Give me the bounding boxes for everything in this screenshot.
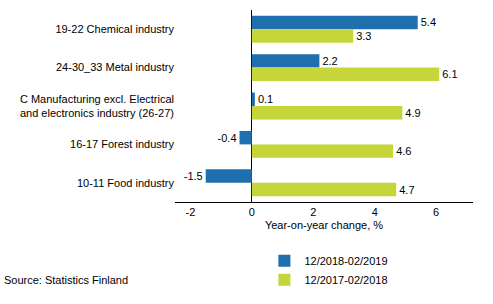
svg-text:0.1: 0.1 — [258, 93, 273, 105]
svg-text:Year-on-year change, %: Year-on-year change, % — [265, 219, 383, 231]
svg-text:12/2018-02/2019: 12/2018-02/2019 — [304, 255, 387, 267]
svg-text:10-11 Food industry: 10-11 Food industry — [77, 177, 175, 189]
svg-text:4.7: 4.7 — [399, 184, 414, 196]
svg-text:-0.4: -0.4 — [218, 132, 237, 144]
svg-text:4: 4 — [372, 206, 378, 218]
svg-text:24-30_33 Metal industry: 24-30_33 Metal industry — [56, 61, 175, 73]
svg-text:2.2: 2.2 — [322, 55, 337, 67]
svg-text:-2: -2 — [185, 206, 195, 218]
svg-text:19-22 Chemical industry: 19-22 Chemical industry — [55, 23, 174, 35]
svg-text:4.9: 4.9 — [405, 107, 420, 119]
svg-text:-1.5: -1.5 — [184, 170, 203, 182]
svg-text:Source: Statistics Finland: Source: Statistics Finland — [4, 274, 128, 286]
svg-text:16-17 Forest industry: 16-17 Forest industry — [70, 138, 174, 150]
svg-text:12/2017-02/2018: 12/2017-02/2018 — [304, 274, 387, 286]
svg-text:6.1: 6.1 — [442, 68, 457, 80]
svg-text:C Manufacturing excl. Electric: C Manufacturing excl. Electricaland elec… — [20, 93, 174, 119]
svg-text:4.6: 4.6 — [396, 145, 411, 157]
svg-text:6: 6 — [433, 206, 439, 218]
svg-text:3.3: 3.3 — [356, 30, 371, 42]
svg-text:0: 0 — [249, 206, 255, 218]
svg-text:2: 2 — [310, 206, 316, 218]
svg-text:5.4: 5.4 — [421, 16, 436, 28]
